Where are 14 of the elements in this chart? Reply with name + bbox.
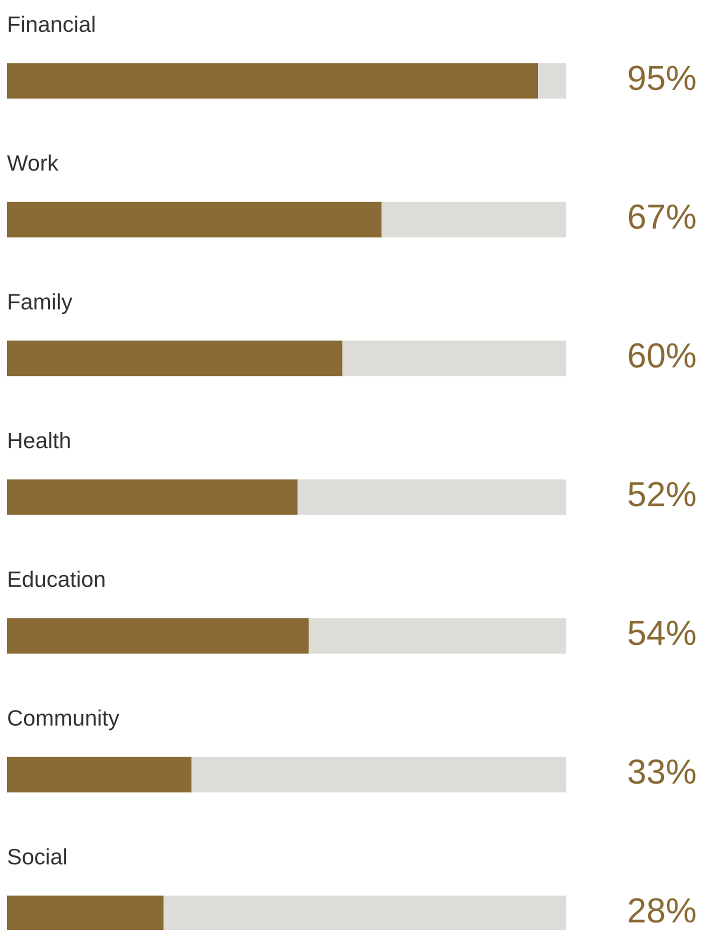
y-tick-label: Education: [8, 570, 104, 588]
y-tick-label: Health: [8, 432, 70, 448]
y-tick-label: Community: [8, 710, 120, 730]
data-label: 54%: [628, 620, 696, 646]
y-tick-label: Work: [7, 154, 58, 171]
y-tick-label: Family: [8, 293, 72, 314]
data-label: 95%: [628, 66, 696, 90]
data-label: 60%: [628, 343, 696, 368]
data-label: 52%: [628, 482, 696, 506]
data-label: 28%: [628, 898, 696, 923]
data-label: 33%: [628, 759, 696, 784]
y-tick-label: Financial: [8, 16, 94, 32]
data-label: 67%: [628, 204, 696, 229]
y-tick-label: Social: [8, 848, 66, 865]
